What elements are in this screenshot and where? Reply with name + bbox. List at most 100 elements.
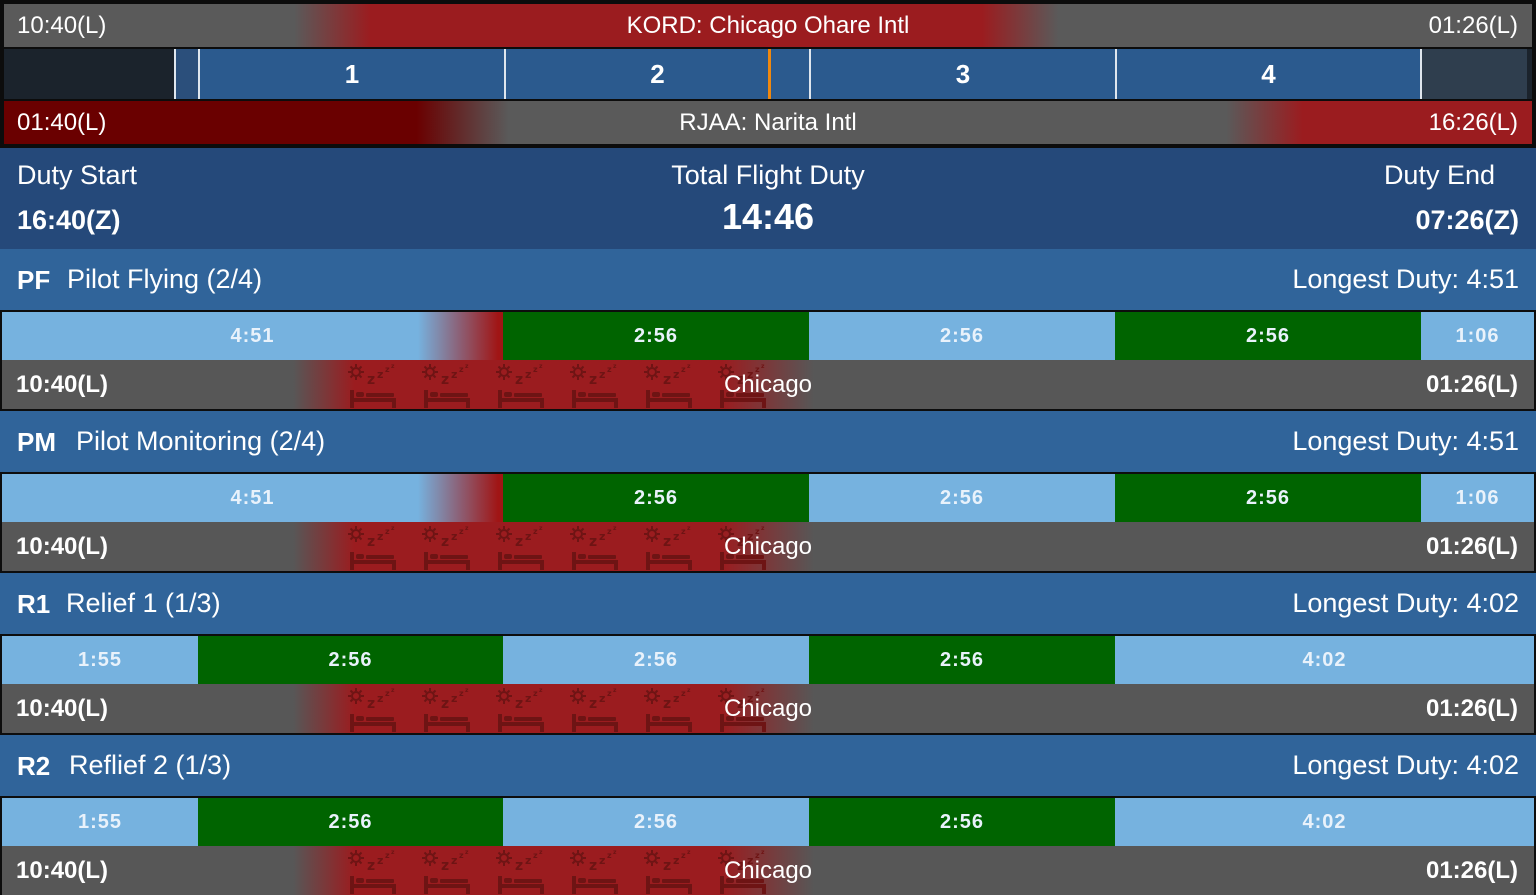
svg-text:z: z (681, 689, 686, 698)
svg-text:z: z (533, 851, 538, 860)
start-local-time: 10:40(L) (16, 533, 109, 560)
rest-segment[interactable]: 2:56 (809, 312, 1115, 360)
svg-text:z: z (589, 372, 597, 388)
rest-segment[interactable]: 4:51 (2, 312, 503, 360)
svg-text:z: z (515, 372, 523, 388)
phase-4[interactable]: 4 (1117, 49, 1422, 99)
rest-segment[interactable]: 1:55 (2, 798, 198, 846)
rest-segment[interactable]: 1:06 (1421, 474, 1534, 522)
crew-header-r2[interactable]: R2 Reflief 2 (1/3) Longest Duty: 4:02 (0, 735, 1536, 796)
svg-text:z: z (377, 530, 383, 543)
rest-segment[interactable]: 1:55 (2, 636, 198, 684)
svg-text:z: z (681, 851, 686, 860)
rest-segment[interactable]: 2:56 (503, 798, 809, 846)
svg-text:z: z (367, 696, 375, 712)
location-row: z z z z z z z z z z z z z z z z z z z z z z z z 10:40(L) Chicago 0… (2, 684, 1534, 733)
svg-text:z: z (755, 365, 760, 374)
svg-text:z: z (599, 530, 605, 543)
destination-airport: RJAA: Narita Intl (679, 109, 857, 136)
svg-text:z: z (687, 363, 691, 370)
duty-segment-row: 4:51 2:56 2:56 2:56 1:06 (2, 474, 1534, 522)
flight-segment[interactable]: 2:56 (503, 474, 809, 522)
svg-text:z: z (613, 363, 617, 370)
svg-text:z: z (367, 372, 375, 388)
svg-text:z: z (441, 696, 449, 712)
svg-text:z: z (761, 849, 765, 856)
svg-text:z: z (589, 858, 597, 874)
flight-segment[interactable]: 2:56 (198, 636, 503, 684)
svg-text:z: z (613, 849, 617, 856)
origin-bar: 10:40(L) KORD: Chicago Ohare Intl 01:26(… (4, 4, 1532, 47)
svg-text:z: z (533, 527, 538, 536)
duty-summary: Duty Start 16:40(Z) Total Flight Duty 14… (0, 148, 1536, 249)
svg-text:z: z (687, 525, 691, 532)
svg-text:z: z (673, 530, 679, 543)
flight-segment[interactable]: 2:56 (503, 312, 809, 360)
svg-text:z: z (451, 530, 457, 543)
destination-bar: 01:40(L) RJAA: Narita Intl 16:26(L) (4, 101, 1532, 144)
svg-text:z: z (747, 368, 753, 381)
phase-1[interactable]: 1 (200, 49, 506, 99)
svg-text:z: z (515, 534, 523, 550)
svg-text:z: z (761, 363, 765, 370)
svg-text:z: z (663, 696, 671, 712)
flight-segment[interactable]: 2:56 (809, 798, 1115, 846)
svg-text:z: z (533, 689, 538, 698)
total-flight-duty-value: 14:46 (721, 196, 815, 237)
svg-text:z: z (451, 368, 457, 381)
flight-segment[interactable]: 2:56 (1115, 312, 1421, 360)
destination-start-time: 01:40(L) (17, 109, 107, 136)
svg-text:z: z (525, 854, 531, 867)
svg-text:z: z (459, 689, 464, 698)
rest-segment[interactable]: 4:02 (1115, 636, 1534, 684)
origin-end-time: 01:26(L) (1428, 12, 1518, 39)
start-local-time: 10:40(L) (16, 371, 109, 398)
phase-3[interactable]: 3 (811, 49, 1117, 99)
phase-2[interactable]: 2 (506, 49, 811, 99)
crew-code: R2 (17, 751, 51, 781)
svg-text:z: z (663, 858, 671, 874)
crew-header-pm[interactable]: PM Pilot Monitoring (2/4) Longest Duty: 4:… (0, 411, 1536, 472)
rest-segment[interactable]: 2:56 (809, 474, 1115, 522)
flight-segment[interactable]: 2:56 (198, 798, 503, 846)
svg-text:z: z (607, 365, 612, 374)
location-city: Chicago (723, 857, 813, 884)
destination-end-time: 16:26(L) (1428, 109, 1518, 136)
crew-header-r1[interactable]: R1 Relief 1 (1/3) Longest Duty: 4:02 (0, 573, 1536, 634)
svg-text:z: z (465, 363, 469, 370)
duty-segment-row: 4:51 2:56 2:56 2:56 1:06 (2, 312, 1534, 360)
rest-segment[interactable]: 4:02 (1115, 798, 1534, 846)
duty-segment-row: 1:55 2:56 2:56 2:56 4:02 (2, 798, 1534, 846)
svg-text:z: z (385, 527, 390, 536)
svg-text:z: z (755, 527, 760, 536)
end-local-time: 01:26(L) (1425, 533, 1518, 560)
svg-text:z: z (737, 372, 745, 388)
svg-text:z: z (465, 849, 469, 856)
flight-segment[interactable]: 2:56 (1115, 474, 1421, 522)
longest-duty: Longest Duty: 4:02 (1292, 750, 1519, 780)
crew-header-pf[interactable]: PF Pilot Flying (2/4) Longest Duty: 4:51 (0, 249, 1536, 310)
crew-schedule-pf: 4:51 2:56 2:56 2:56 1:06 z z z z z z z z z z z z z z z z z z z z… (0, 310, 1536, 411)
flight-segment[interactable]: 2:56 (809, 636, 1115, 684)
origin-airport: KORD: Chicago Ohare Intl (626, 12, 910, 39)
svg-text:z: z (673, 692, 679, 705)
rest-segment[interactable]: 2:56 (503, 636, 809, 684)
duty-end-value: 07:26(Z) (1415, 205, 1519, 235)
svg-text:z: z (599, 854, 605, 867)
svg-text:z: z (747, 854, 753, 867)
rest-segment[interactable]: 4:51 (2, 474, 503, 522)
crew-code: R1 (17, 589, 51, 619)
rest-segment[interactable]: 1:06 (1421, 312, 1534, 360)
